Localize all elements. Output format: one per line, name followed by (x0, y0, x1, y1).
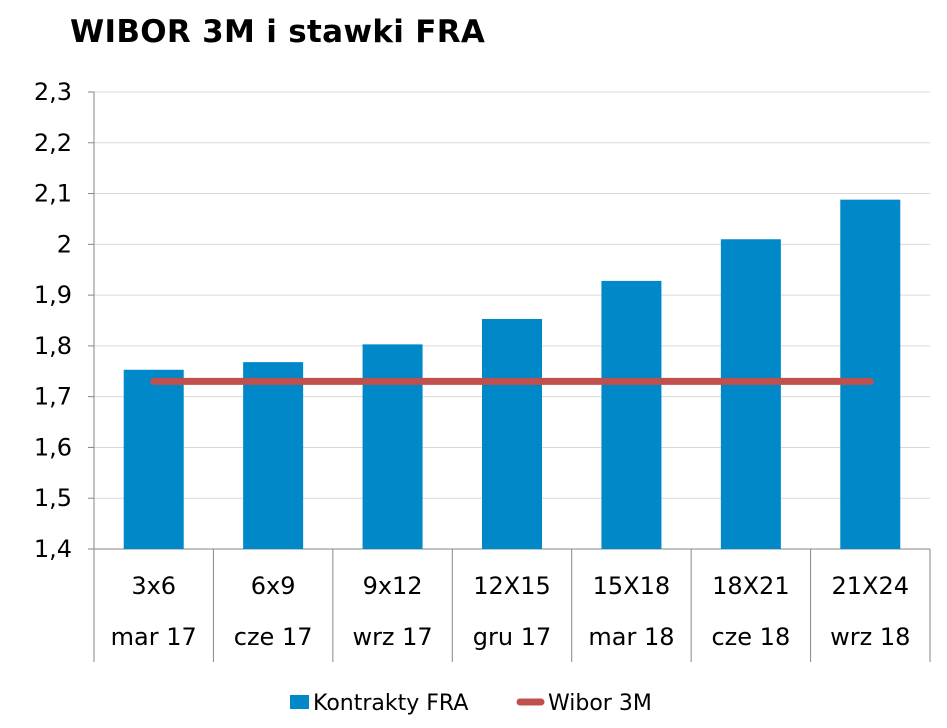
bar-kontrakty-fra (601, 280, 662, 549)
bar-kontrakty-fra (840, 199, 901, 549)
y-tick-label: 1,9 (34, 281, 72, 309)
y-tick-label: 2,3 (34, 78, 72, 106)
x-tick-label-secondary: wrz 18 (830, 623, 910, 651)
y-tick-labels: 1,4 1,5 1,6 1,7 1,8 1,9 2 2,1 2,2 2,3 (34, 78, 72, 563)
x-tick-labels: 3x6 mar 17 6x9 cze 17 9x12 wrz 17 12X15 gru 17 1… (111, 572, 911, 651)
y-tick-label: 1,5 (34, 484, 72, 512)
x-tick-label: 12X15 (473, 572, 551, 600)
y-tick-label: 1,4 (34, 535, 72, 563)
y-tick-label: 1,8 (34, 332, 72, 360)
x-tick-label-secondary: mar 18 (588, 623, 674, 651)
y-tick-label: 2,1 (34, 180, 72, 208)
bar-kontrakty-fra (482, 318, 542, 549)
x-tick-label-secondary: mar 17 (111, 623, 197, 651)
legend: Kontrakty FRA Wibor 3M (290, 691, 652, 716)
x-tick-label: 18X21 (712, 572, 790, 600)
bar-kontrakty-fra (362, 344, 423, 549)
y-tick-label: 1,7 (34, 383, 72, 411)
bar-kontrakty-fra (123, 369, 184, 549)
y-tick-label: 1,6 (34, 433, 72, 461)
x-tick-label: 3x6 (131, 572, 176, 600)
y-tick-label: 2,2 (34, 129, 72, 157)
bar-kontrakty-fra (720, 239, 781, 549)
legend-label-kontrakty-fra: Kontrakty FRA (313, 691, 468, 716)
bar-series (123, 199, 901, 549)
x-tick-label: 21X24 (832, 572, 910, 600)
x-tick-label-secondary: cze 18 (711, 623, 790, 651)
x-tick-label-secondary: wrz 17 (352, 623, 432, 651)
x-tick-label-secondary: cze 17 (234, 623, 313, 651)
bar-kontrakty-fra (243, 362, 304, 549)
chart-title: WIBOR 3M i stawki FRA (70, 14, 486, 50)
legend-swatch-kontrakty-fra (290, 695, 309, 709)
x-tick-label-secondary: gru 17 (473, 623, 551, 651)
x-tick-label: 9x12 (363, 572, 423, 600)
x-tick-label: 15X18 (593, 572, 671, 600)
y-tick-label: 2 (57, 230, 72, 258)
x-tick-label: 6x9 (251, 572, 296, 600)
legend-label-wibor-3m: Wibor 3M (548, 691, 652, 716)
